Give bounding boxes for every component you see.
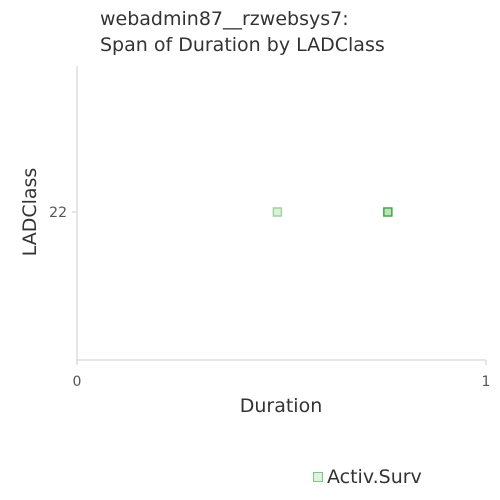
x-axis-label: Duration xyxy=(239,395,323,417)
data-points xyxy=(272,207,393,217)
legend-swatch xyxy=(313,472,323,482)
x-tick-label: 1 xyxy=(482,374,491,390)
legend[interactable]: Activ.Surv xyxy=(313,466,422,488)
chart-title-line-2: Span of Duration by LADClass xyxy=(100,34,385,56)
x-tick-label: 0 xyxy=(73,374,82,390)
chart-title-line-1: webadmin87__rzwebsys7: xyxy=(100,8,349,30)
legend-label: Activ.Surv xyxy=(327,466,422,488)
data-point[interactable] xyxy=(272,207,283,217)
data-point[interactable] xyxy=(383,207,393,217)
axes: 0 1 22 xyxy=(49,66,490,390)
y-tick-label: 22 xyxy=(49,205,67,221)
chart-title: webadmin87__rzwebsys7: Span of Duration … xyxy=(100,6,385,58)
